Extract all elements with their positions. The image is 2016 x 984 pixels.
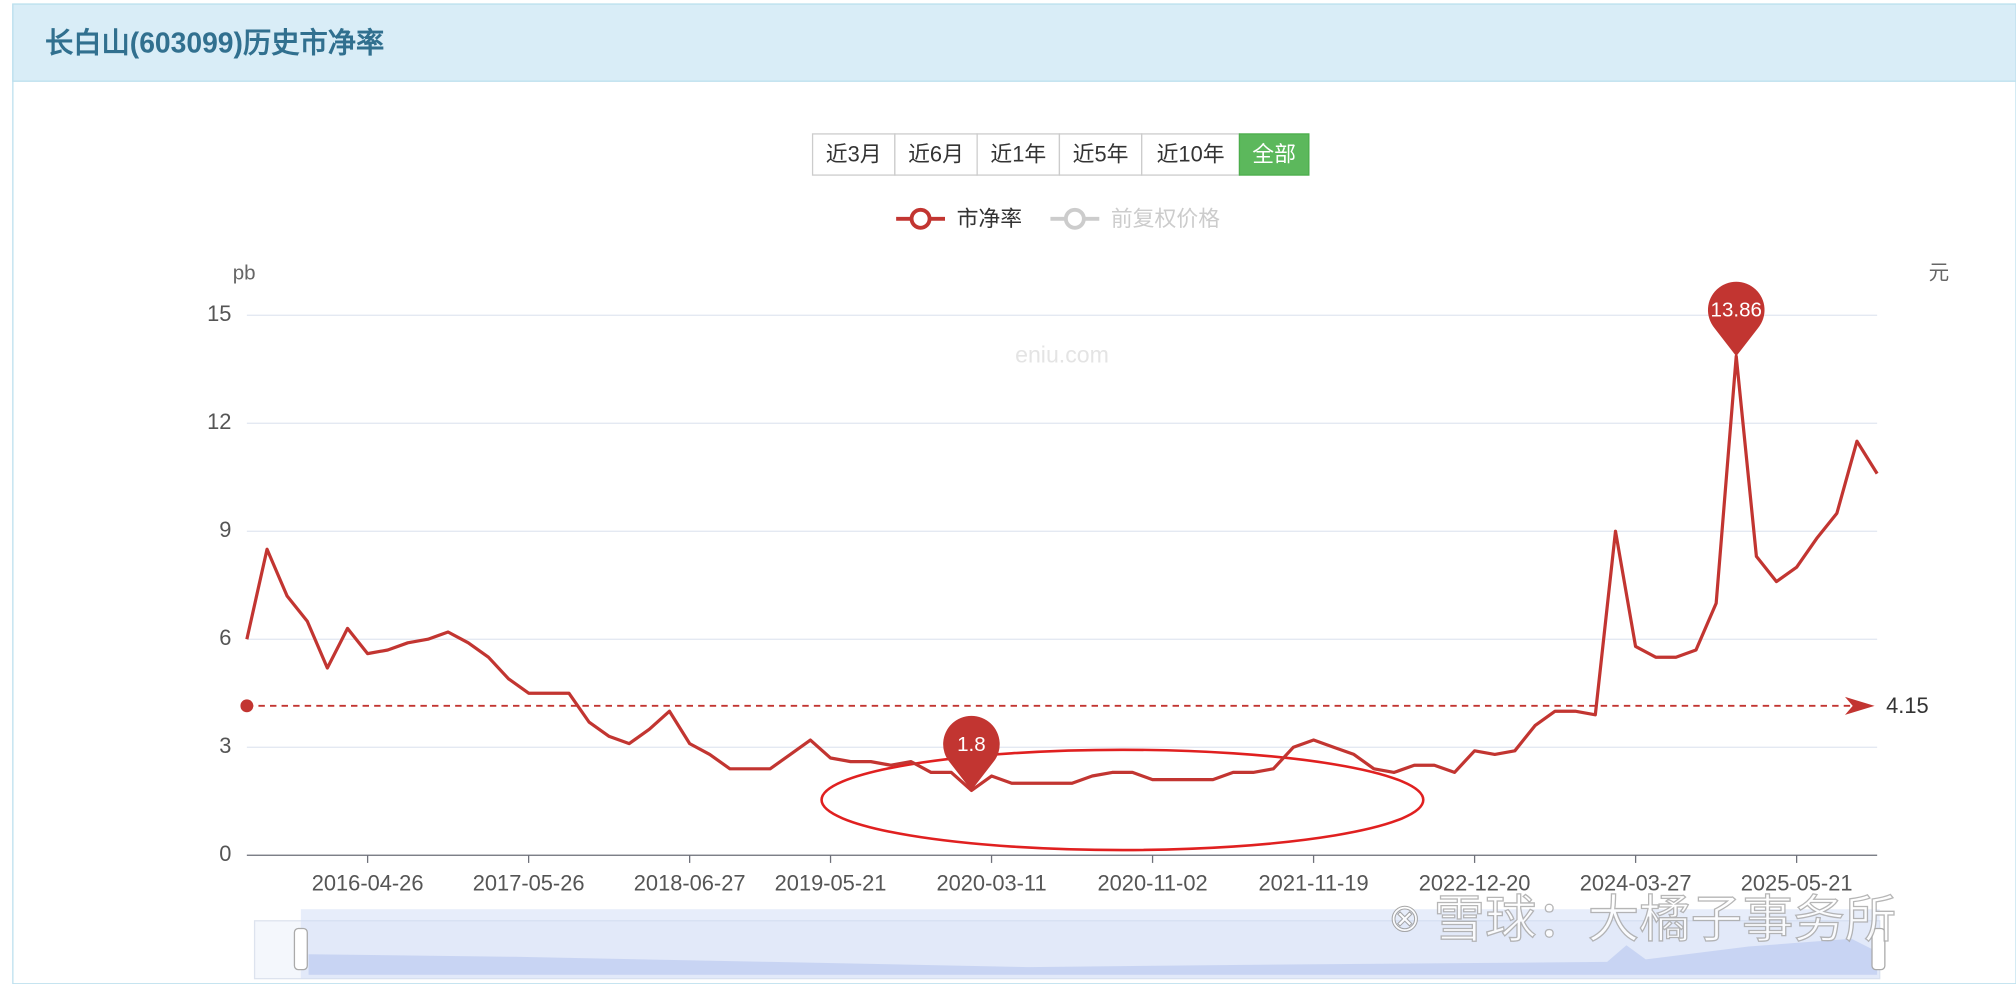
page-title: 长白山(603099)历史市净率	[45, 27, 384, 59]
x-tick-label: 2019-05-21	[775, 871, 887, 896]
x-tick-label: 2020-11-02	[1098, 871, 1208, 896]
x-tick-label: 2018-06-27	[634, 871, 746, 896]
range-button-label: 全部	[1252, 142, 1296, 167]
min-pin-label: 1.8	[957, 733, 986, 756]
average-label: 4.15	[1886, 693, 1929, 718]
legend-symbol	[909, 207, 932, 230]
y2-axis-name: 元	[1929, 262, 1950, 285]
min-pin	[943, 715, 1000, 791]
legend-symbol	[1063, 207, 1086, 230]
range-button-label: 近6月	[908, 142, 964, 167]
range-button-label: 近10年	[1157, 142, 1225, 167]
range-button-label: 近5年	[1073, 142, 1129, 167]
y-tick-label: 15	[207, 301, 231, 326]
x-tick-label: 2025-05-21	[1741, 871, 1853, 896]
range-button-label: 近3月	[826, 142, 882, 167]
average-start	[240, 699, 254, 713]
zoom-preview	[308, 938, 1878, 975]
zoom-handle[interactable]	[1871, 927, 1886, 971]
range-buttons: 近3月 近6月 近1年 近5年 近10年 全部	[811, 133, 1310, 176]
range-button[interactable]	[811, 133, 896, 176]
y-tick-label: 0	[219, 841, 231, 866]
y-tick-label: 3	[219, 733, 231, 758]
average-arrow	[1845, 696, 1875, 715]
y-axis-name: pb	[233, 262, 256, 285]
x-tick-label: 2016-04-26	[312, 871, 424, 896]
x-tick-label: 2021-11-19	[1259, 871, 1369, 896]
x-tick-label: 2022-12-20	[1419, 871, 1531, 896]
panel-header	[12, 3, 2016, 82]
pb-line	[245, 354, 1879, 793]
zoom-handle[interactable]	[293, 927, 308, 971]
y-tick-label: 6	[219, 625, 231, 650]
range-button[interactable]	[1058, 133, 1143, 176]
range-button-label: 近1年	[990, 142, 1046, 167]
watermark: eniu.com	[1015, 341, 1109, 367]
overlay-watermark-text: 雪球：大橘子事务所	[1434, 890, 1897, 948]
max-pin	[1707, 281, 1765, 357]
overlay-watermark: ⊗	[1389, 897, 1421, 940]
legend-label[interactable]: 市净率	[957, 206, 1023, 231]
x-tick-label: 2020-03-11	[936, 871, 1046, 896]
x-tick-label: 2017-05-26	[473, 871, 585, 896]
range-button[interactable]	[894, 133, 978, 176]
x-tick-label: 2024-03-27	[1580, 871, 1692, 896]
max-pin-label: 13.86	[1711, 299, 1762, 322]
y-tick-label: 12	[207, 409, 231, 434]
range-button[interactable]	[1238, 133, 1310, 176]
annotation-ellipse	[820, 748, 1425, 852]
y-tick-label: 9	[219, 517, 231, 542]
plot: 市净率 前复权价格 pb 元 0 3 6 9 12 15 2016-04-26 2017-05-26 2…	[207, 206, 1949, 896]
legend-label[interactable]: 前复权价格	[1111, 206, 1220, 231]
